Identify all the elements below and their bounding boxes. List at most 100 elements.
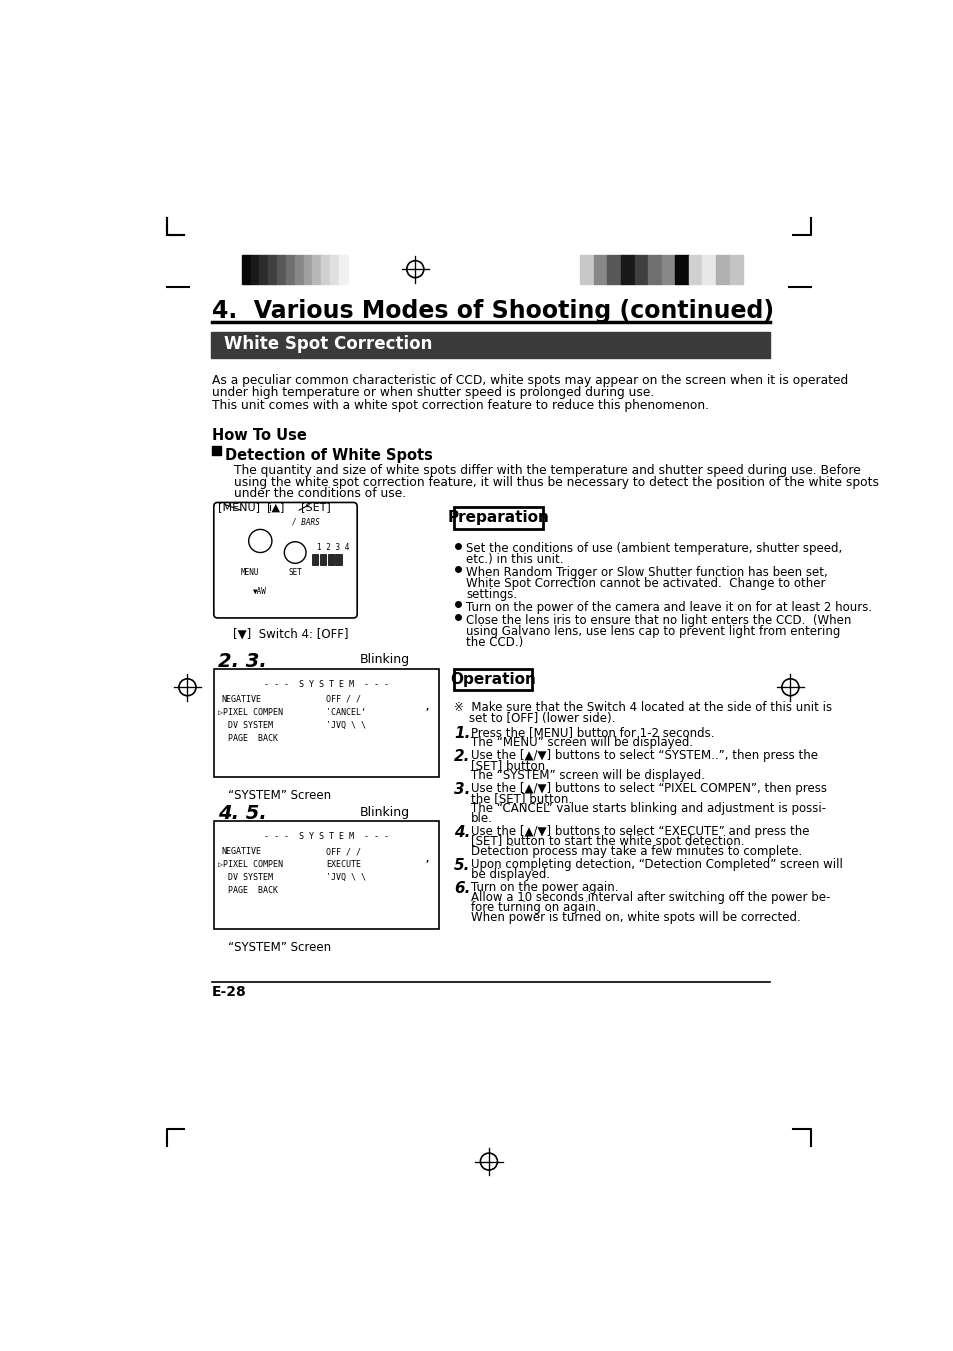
Bar — [213, 669, 438, 777]
Text: When power is turned on, white spots will be corrected.: When power is turned on, white spots wil… — [471, 912, 800, 924]
Text: Detection process may take a few minutes to complete.: Detection process may take a few minutes… — [471, 846, 801, 858]
Text: MENU: MENU — [241, 567, 259, 577]
Text: the [SET] button.: the [SET] button. — [471, 792, 572, 805]
Bar — [313, 254, 321, 284]
Text: ble.: ble. — [471, 812, 493, 825]
Text: This unit comes with a white spot correction feature to reduce this phenomenon.: This unit comes with a white spot correc… — [212, 399, 708, 412]
Text: DV SYSTEM: DV SYSTEM — [228, 720, 273, 730]
Text: “SYSTEM” Screen: “SYSTEM” Screen — [228, 789, 331, 802]
Text: [SET] button.: [SET] button. — [471, 759, 548, 771]
Text: using Galvano lens, use lens cap to prevent light from entering: using Galvano lens, use lens cap to prev… — [466, 626, 840, 638]
Bar — [594, 254, 607, 284]
Bar — [620, 254, 634, 284]
Text: The “MENU” screen will be displayed.: The “MENU” screen will be displayed. — [471, 736, 693, 748]
Text: ʽCANCELʼ: ʽCANCELʼ — [326, 708, 366, 716]
Bar — [729, 254, 742, 284]
Text: set to [OFF] (lower side).: set to [OFF] (lower side). — [454, 712, 615, 725]
Bar — [268, 254, 276, 284]
Text: / BARS: / BARS — [292, 517, 319, 526]
Text: Turn on the power again.: Turn on the power again. — [471, 881, 618, 894]
Text: 4.  Various Modes of Shooting (continued): 4. Various Modes of Shooting (continued) — [212, 299, 774, 323]
Bar — [454, 669, 531, 690]
Text: 3.: 3. — [454, 782, 470, 797]
Text: The “SYSTEM” screen will be displayed.: The “SYSTEM” screen will be displayed. — [471, 769, 704, 782]
Text: OFF / /: OFF / / — [326, 694, 361, 704]
Text: Preparation: Preparation — [447, 511, 549, 526]
Bar — [607, 254, 620, 284]
Text: Blinking: Blinking — [359, 805, 409, 819]
Text: Blinking: Blinking — [359, 654, 409, 666]
Text: Detection of White Spots: Detection of White Spots — [225, 447, 433, 463]
Text: ※  Make sure that the Switch 4 located at the side of this unit is: ※ Make sure that the Switch 4 located at… — [454, 701, 831, 715]
Text: Use the [▲/▼] buttons to select “PIXEL COMPEN”, then press: Use the [▲/▼] buttons to select “PIXEL C… — [471, 782, 826, 794]
Circle shape — [284, 542, 306, 563]
Text: ʼ: ʼ — [422, 861, 430, 870]
Text: 5.: 5. — [454, 858, 470, 873]
Bar — [303, 254, 313, 284]
Text: Turn on the power of the camera and leave it on for at least 2 hours.: Turn on the power of the camera and leav… — [466, 601, 872, 613]
Text: ▼AW: ▼AW — [253, 588, 267, 596]
Text: OFF / /: OFF / / — [326, 847, 361, 857]
Bar — [647, 254, 661, 284]
Text: Set the conditions of use (ambient temperature, shutter speed,: Set the conditions of use (ambient tempe… — [466, 543, 841, 555]
Bar — [319, 554, 326, 565]
Text: [MENU]: [MENU] — [217, 503, 259, 512]
Text: ▷PIXEL COMPEN: ▷PIXEL COMPEN — [218, 861, 283, 869]
Text: PAGE  BACK: PAGE BACK — [228, 886, 277, 896]
Text: Use the [▲/▼] buttons to select “SYSTEM..”, then press the: Use the [▲/▼] buttons to select “SYSTEM.… — [471, 748, 818, 762]
Text: the CCD.): the CCD.) — [466, 636, 523, 648]
Text: As a peculiar common characteristic of CCD, white spots may appear on the screen: As a peculiar common characteristic of C… — [212, 374, 847, 386]
Text: [▼]  Switch 4: [OFF]: [▼] Switch 4: [OFF] — [233, 628, 348, 640]
Bar — [579, 254, 594, 284]
Text: 4. 5.: 4. 5. — [217, 804, 266, 823]
Text: E-28: E-28 — [212, 985, 247, 1000]
Text: be displayed.: be displayed. — [471, 869, 550, 881]
Bar — [294, 254, 303, 284]
Bar — [688, 254, 701, 284]
Text: PAGE  BACK: PAGE BACK — [228, 734, 277, 743]
Text: 2.: 2. — [454, 748, 470, 763]
Bar — [716, 254, 729, 284]
Text: ʼ: ʼ — [422, 708, 430, 717]
Bar — [241, 254, 251, 284]
Text: settings.: settings. — [466, 588, 517, 601]
Text: ʽJVQ \ \: ʽJVQ \ \ — [326, 873, 366, 882]
Bar — [312, 554, 318, 565]
Text: The “CANCEL” value starts blinking and adjustment is possi-: The “CANCEL” value starts blinking and a… — [471, 802, 825, 815]
Text: Press the [MENU] button for 1-2 seconds.: Press the [MENU] button for 1-2 seconds. — [471, 725, 714, 739]
Bar — [211, 331, 769, 358]
Text: Close the lens iris to ensure that no light enters the CCD.  (When: Close the lens iris to ensure that no li… — [466, 615, 851, 627]
Text: White Spot Correction cannot be activated.  Change to other: White Spot Correction cannot be activate… — [466, 577, 825, 590]
Text: The quantity and size of white spots differ with the temperature and shutter spe: The quantity and size of white spots dif… — [233, 463, 860, 477]
Text: ʽJVQ \ \: ʽJVQ \ \ — [326, 720, 366, 730]
Bar — [321, 254, 330, 284]
Bar — [212, 446, 220, 455]
Bar — [330, 254, 338, 284]
Text: 1 2 3 4: 1 2 3 4 — [316, 543, 349, 553]
Text: using the white spot correction feature, it will thus be necessary to detect the: using the white spot correction feature,… — [233, 476, 878, 489]
Text: - - -  S Y S T E M  - - -: - - - S Y S T E M - - - — [263, 832, 388, 842]
Circle shape — [249, 530, 272, 553]
Bar — [328, 554, 334, 565]
Bar — [454, 507, 542, 528]
Text: 1.: 1. — [454, 725, 470, 740]
Text: Operation: Operation — [450, 671, 536, 686]
Text: [▲]: [▲] — [267, 503, 284, 512]
Text: ▷PIXEL COMPEN: ▷PIXEL COMPEN — [218, 708, 283, 716]
FancyBboxPatch shape — [213, 503, 356, 617]
Text: etc.) in this unit.: etc.) in this unit. — [466, 554, 563, 566]
Text: - - -  S Y S T E M  - - -: - - - S Y S T E M - - - — [263, 680, 388, 689]
Bar — [634, 254, 647, 284]
Text: “SYSTEM” Screen: “SYSTEM” Screen — [228, 942, 331, 954]
Bar — [286, 254, 294, 284]
Bar — [259, 254, 268, 284]
Text: under the conditions of use.: under the conditions of use. — [233, 488, 406, 500]
Text: 4.: 4. — [454, 825, 470, 840]
Bar — [276, 254, 286, 284]
Bar — [338, 254, 348, 284]
Text: Use the [▲/▼] buttons to select “EXECUTE” and press the: Use the [▲/▼] buttons to select “EXECUTE… — [471, 825, 809, 838]
Bar — [661, 254, 675, 284]
Bar — [675, 254, 688, 284]
Text: DV SYSTEM: DV SYSTEM — [228, 873, 273, 882]
Bar — [251, 254, 259, 284]
